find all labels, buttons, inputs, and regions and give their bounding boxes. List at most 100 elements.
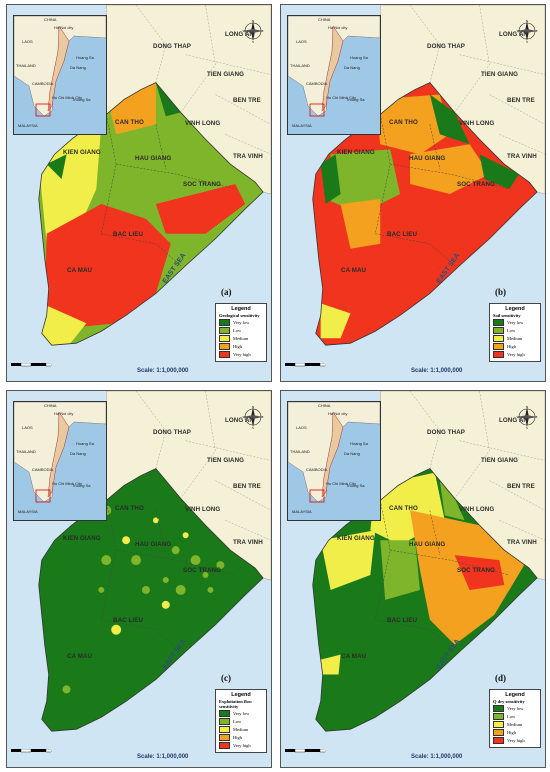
scale-bar: 0 5 10 20 30 40 50Km: [285, 749, 326, 753]
legend-label: High: [507, 344, 516, 349]
province-label-inside: BAC LIEU: [113, 231, 144, 238]
inset-label: Da Nang: [70, 65, 86, 70]
zone-low-patch: [207, 586, 214, 593]
inset-label: Da Nang: [70, 451, 86, 456]
neighbor-boundary: [459, 54, 545, 75]
legend-label: High: [233, 344, 242, 349]
coordinate-ticks: [7, 5, 271, 11]
legend-label: Low: [233, 328, 242, 333]
legend-swatch: [493, 729, 504, 736]
zone-very-low-west: [320, 154, 341, 204]
province-boundary: [155, 510, 167, 556]
province-label-outside: TRA VINH: [507, 539, 537, 546]
neighbor-boundary: [185, 54, 271, 75]
legend-subtitle: Exploitation flow sensitivity: [219, 699, 253, 709]
legend-label: Low: [507, 328, 516, 333]
zone-low-patch: [101, 555, 112, 566]
inset-label: Truong Sa: [72, 97, 91, 102]
inset-label: MALAYSIA: [292, 509, 312, 514]
inset-label: LAOS: [296, 39, 307, 44]
compass-e: E: [536, 415, 538, 419]
compass-s: S: [252, 426, 254, 429]
zone-low-patch: [175, 584, 186, 595]
province-boundary: [116, 163, 236, 190]
neighbor-boundary: [215, 94, 271, 125]
legend-label: Very low: [507, 706, 524, 711]
legend-box: Legend Q dry sensitivity Very low Low Medium…: [489, 689, 541, 748]
legend-swatch: [219, 742, 230, 749]
zone-medium: [320, 303, 351, 339]
north-arrow-icon: N S W E: [241, 405, 265, 429]
legend-title: Legend: [505, 692, 525, 698]
province-label-inside: CA MAU: [341, 653, 367, 660]
legend-swatch: [493, 343, 504, 350]
zone-low: [380, 540, 420, 600]
inset-label: Truong Sa: [346, 483, 365, 488]
scale-text: Scale: 1:1,000,000: [411, 754, 463, 760]
province-label-inside: BAC LIEU: [387, 231, 418, 238]
inset-label: Ho Chi Minh City: [326, 481, 357, 486]
province-boundary: [101, 619, 181, 652]
province-label-outside: BEN TRE: [233, 97, 261, 104]
compass-n: N: [252, 19, 255, 23]
zone-medium-west: [320, 530, 376, 590]
legend-item: Very low: [219, 319, 263, 326]
inset-label: CAMBODIA: [306, 81, 328, 86]
legend-label: Medium: [507, 722, 523, 727]
zone-very-low: [155, 82, 181, 117]
neighbor-boundary: [225, 134, 271, 155]
inset-label: CAMBODIA: [306, 467, 328, 472]
legend-swatch: [493, 705, 504, 712]
legend-label: Very high: [233, 743, 251, 748]
neighbor-boundary: [489, 94, 545, 125]
province-label-outside: DONG THAP: [427, 429, 466, 436]
legend-swatch: [493, 713, 504, 720]
zone-low-patch: [161, 600, 170, 609]
legend-subtitle: Geological sensitivity: [219, 313, 260, 318]
zone-low-patch: [141, 585, 150, 594]
zone-low-patch: [171, 546, 180, 555]
neighbor-boundary: [215, 480, 271, 511]
province-label-outside: VINH LONG: [459, 120, 495, 127]
zone-high-mid: [410, 144, 490, 194]
inset-label: Ho Chi Minh City: [52, 95, 83, 100]
legend-label: Very low: [507, 320, 524, 325]
neighbor-boundary: [454, 5, 490, 113]
legend-label: Medium: [233, 727, 249, 732]
inset-label: LAOS: [22, 39, 33, 44]
province-label-outside: LONG AN: [499, 417, 528, 424]
neighbor-boundary: [454, 391, 490, 499]
province-label-outside: TIEN GIANG: [481, 457, 519, 464]
inset-study-area: [35, 489, 51, 503]
legend-title: Legend: [505, 306, 525, 312]
legend-swatch: [219, 726, 230, 733]
scale-text: Scale: 1:1,000,000: [411, 368, 463, 374]
province-label-inside: BAC LIEU: [387, 617, 418, 624]
zone-high: [375, 94, 450, 155]
inset-label: LAOS: [22, 425, 33, 430]
inset-label: CAMBODIA: [32, 467, 54, 472]
scale-text: Scale: 1:1,000,000: [137, 368, 189, 374]
legend-box: Legend Exploitation flow sensitivity Very …: [215, 689, 267, 753]
legend-swatch: [493, 319, 504, 326]
north-arrow-icon: N S W E: [515, 405, 539, 429]
legend-item: Very high: [219, 742, 263, 749]
province-label-inside: CAN THO: [389, 505, 418, 512]
legend-swatch: [493, 737, 504, 744]
legend-label: Very high: [507, 352, 525, 357]
legend-item: Medium: [219, 335, 263, 342]
neighbor-boundary: [459, 440, 545, 461]
neighbor-boundary: [180, 5, 216, 113]
legend-swatch: [219, 351, 230, 358]
compass-w: W: [517, 29, 521, 33]
inset-label: Hoang Sa: [76, 55, 94, 60]
legend-subtitle: Soil sensitivity: [493, 313, 521, 318]
inset-label: Ho Chi Minh City: [326, 95, 357, 100]
inset-canvas: [288, 402, 380, 503]
inset-canvas: [288, 16, 380, 117]
province-label-outside: TRA VINH: [233, 539, 263, 546]
zone-very-low-west: [46, 154, 67, 180]
legend-label: High: [507, 730, 516, 735]
province-label-outside: BEN TRE: [233, 483, 261, 490]
inset-label: Da Nang: [344, 451, 360, 456]
